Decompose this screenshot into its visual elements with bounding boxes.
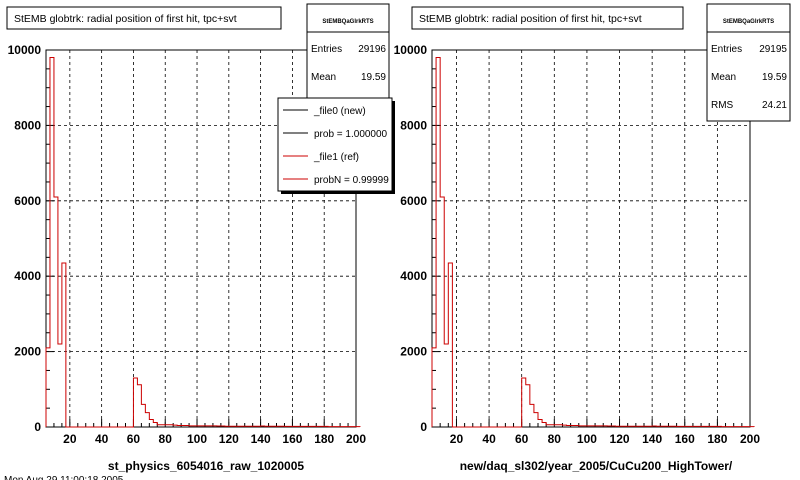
title-box: [411, 6, 684, 30]
footer-timestamp: Mon Aug 29 11:00:18 2005: [4, 475, 124, 480]
x-tick-label: 180: [707, 432, 727, 446]
chart-title: StEMB globtrk: radial position of first …: [419, 13, 642, 25]
legend-frame: [277, 97, 393, 192]
chart-title: StEMB globtrk: radial position of first …: [14, 13, 237, 25]
x-tick-label: 40: [95, 432, 109, 446]
y-tick-label: 4000: [400, 269, 427, 283]
y-tick-label: 4000: [14, 269, 41, 283]
x-tick-label: 40: [482, 432, 496, 446]
stats-value: 29195: [759, 44, 787, 55]
stats-box: StEMBQaGlrkRTS Entries 29195 Mean 19.59 RMS 24…: [706, 3, 791, 122]
x-tick-label: 60: [515, 432, 529, 446]
x-tick-label: 80: [159, 432, 173, 446]
y-tick-label: 2000: [14, 345, 41, 359]
x-tick-label: 180: [314, 432, 334, 446]
x-tick-label: 160: [282, 432, 302, 446]
histogram-series-1: [431, 57, 755, 428]
stats-label: Entries: [711, 44, 742, 55]
y-tick-label: 8000: [400, 118, 427, 132]
legend-entry: _file1 (ref): [313, 152, 359, 163]
y-tick-label: 2000: [400, 345, 427, 359]
x-tick-label: 200: [740, 432, 760, 446]
x-tick-label: 80: [548, 432, 562, 446]
stats-value: 29196: [358, 44, 386, 55]
y-tick-label: 10000: [394, 43, 428, 57]
title-box: [6, 6, 282, 30]
x-tick-label: 20: [450, 432, 464, 446]
x-tick-label: 200: [346, 432, 366, 446]
x-tick-label: 120: [219, 432, 239, 446]
y-tick-label: 6000: [400, 194, 427, 208]
x-tick-label: 100: [577, 432, 597, 446]
stats-label: RMS: [711, 100, 734, 111]
stats-label: Entries: [311, 44, 342, 55]
stats-box-frame: [706, 3, 791, 122]
stats-name: StEMBQaGlrkRTS: [322, 19, 373, 25]
legend: _file0 (new) prob = 1.000000 _file1 (ref) p…: [277, 97, 395, 194]
legend-entry: prob = 1.000000: [314, 129, 388, 140]
x-tick-label: 120: [610, 432, 630, 446]
x-axis-title: st_physics_6054016_raw_1020005: [108, 459, 304, 473]
x-tick-label: 160: [675, 432, 695, 446]
stats-value: 24.21: [762, 100, 787, 111]
x-tick-label: 140: [251, 432, 271, 446]
plot-frame: [431, 49, 751, 428]
stats-label: Mean: [711, 72, 736, 83]
x-axis-title: new/daq_sl302/year_2005/CuCu200_HighTowe…: [460, 459, 733, 473]
stats-value: 19.59: [762, 72, 787, 83]
y-tick-label: 0: [34, 420, 41, 434]
stats-name: StEMBQaGlrkRTS: [723, 19, 774, 25]
x-tick-label: 100: [187, 432, 207, 446]
stats-label: Mean: [311, 72, 336, 83]
histogram-series-1: [45, 57, 361, 428]
legend-entry: probN = 0.99999: [314, 175, 389, 186]
stats-value: 19.59: [361, 72, 386, 83]
x-tick-label: 20: [63, 432, 77, 446]
legend-entry: _file0 (new): [313, 106, 366, 117]
y-tick-label: 6000: [14, 194, 41, 208]
y-tick-label: 0: [420, 420, 427, 434]
x-tick-label: 140: [642, 432, 662, 446]
histogram-pad-1: 0 2000 4000 6000 8000 10000 20 40 60 80 100 120 140 1…: [6, 3, 395, 473]
x-tick-label: 60: [127, 432, 141, 446]
y-tick-label: 10000: [8, 43, 42, 57]
histogram-pad-2: 0 2000 4000 6000 8000 10000 20 40 60 80 100 120 140 1…: [394, 3, 791, 473]
y-tick-label: 8000: [14, 118, 41, 132]
